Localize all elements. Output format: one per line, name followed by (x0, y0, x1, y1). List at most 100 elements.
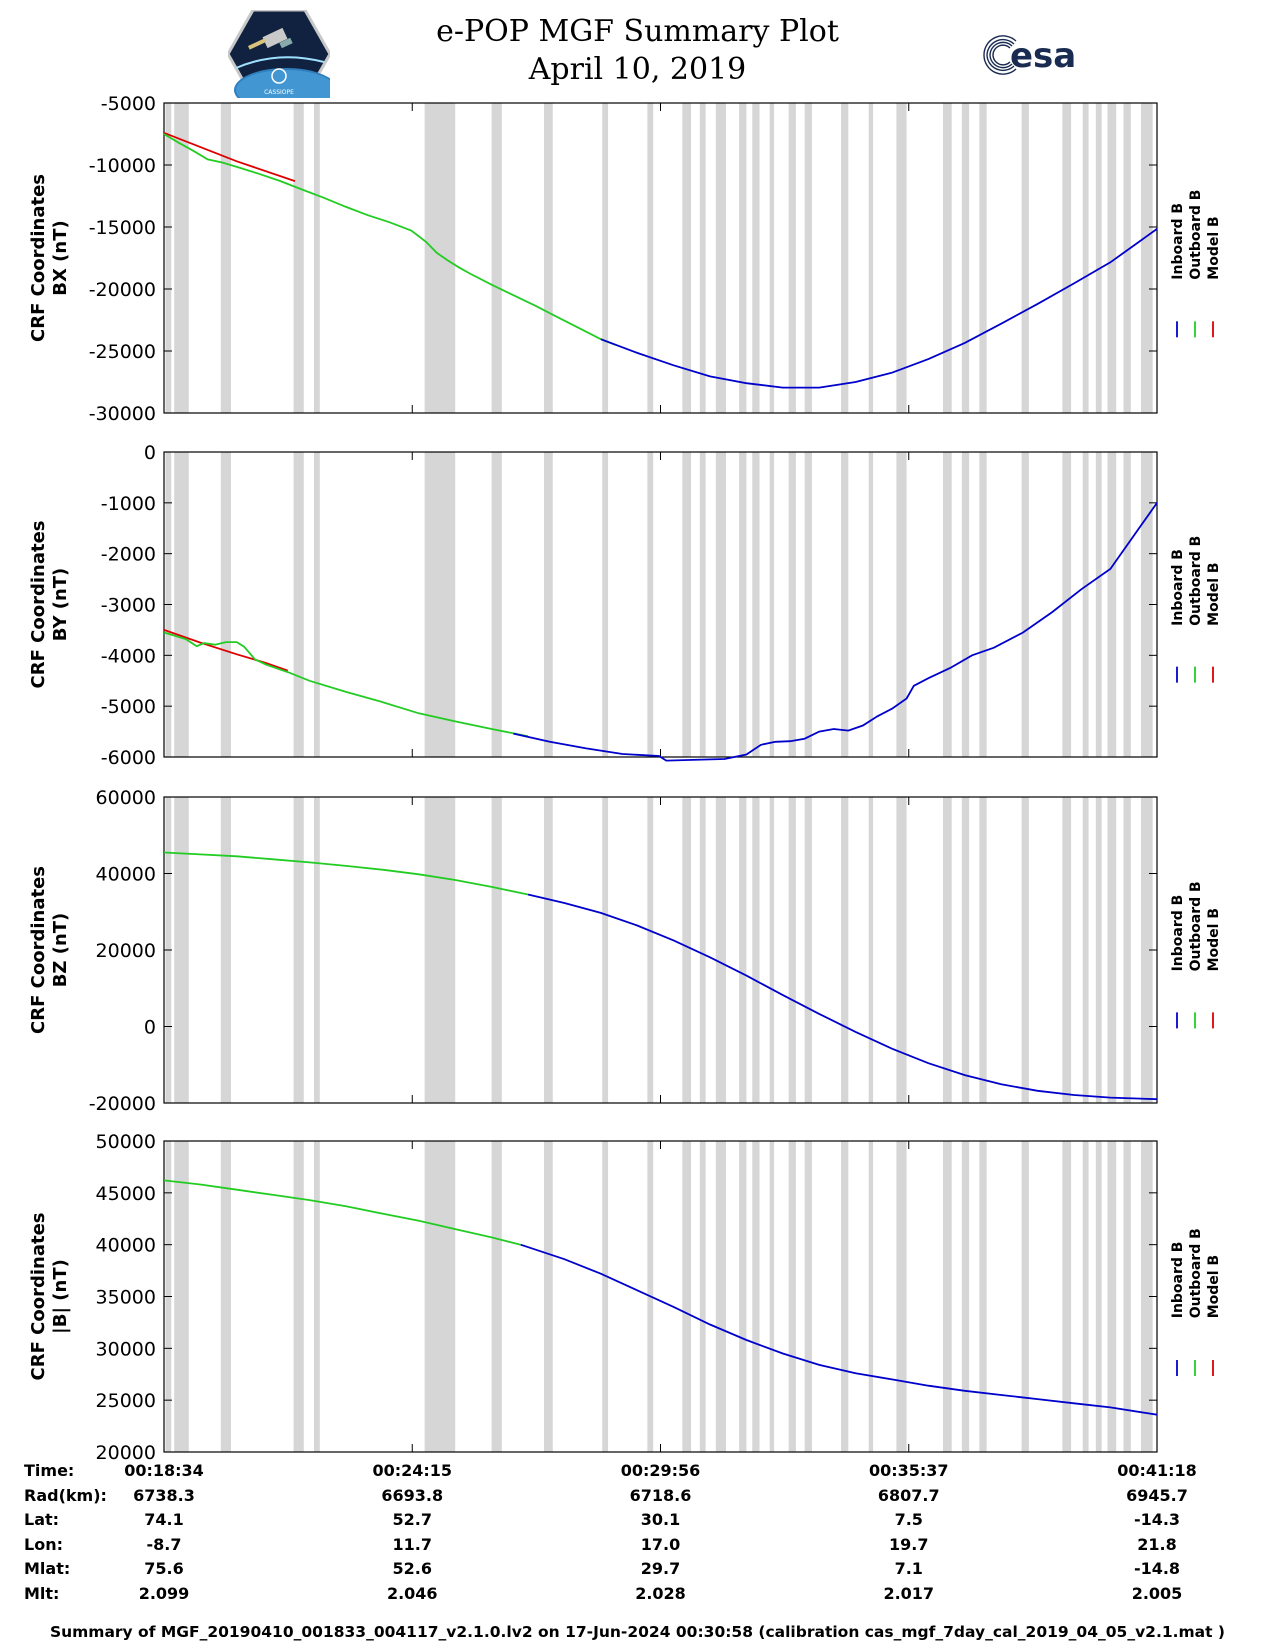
data-gap-band (1062, 1141, 1072, 1452)
svg-text:CASSIOPE: CASSIOPE (264, 89, 294, 96)
y-axis-label: CRF Coordinates (28, 1213, 49, 1381)
y-tick-label: -5000 (101, 93, 156, 115)
data-gap-band (544, 103, 553, 413)
stat-value: 2.005 (1131, 1584, 1183, 1603)
data-gap-band (979, 1141, 987, 1452)
data-gap-band (942, 103, 952, 413)
chart-panel-1: -5000 -10000 -15000 -20000 -25000 -30000 CRF C… (28, 93, 1222, 425)
data-gap-band (424, 797, 456, 1103)
data-gap-band (1123, 1141, 1131, 1452)
x-tick-label: 00:35:37 (868, 1461, 949, 1480)
data-gap-band (602, 797, 609, 1103)
stat-row-label: Lat: (24, 1510, 60, 1530)
data-gap-band (961, 1141, 970, 1452)
data-gap-band (739, 1141, 747, 1452)
stat-value: 2.046 (386, 1584, 438, 1603)
data-gap-band (804, 452, 812, 757)
legend-label: Model B (1206, 216, 1222, 279)
data-gap-band (1107, 797, 1117, 1103)
plot-frame (163, 796, 1158, 1104)
data-gap-band (961, 452, 970, 757)
y-tick-label: 50000 (96, 1131, 156, 1153)
stat-value: 6693.8 (381, 1485, 444, 1505)
chart-panel-3: 60000 40000 20000 0 -20000 CRF Coordinates BZ … (28, 787, 1222, 1115)
data-gap-band (961, 103, 970, 413)
data-gap-band (739, 797, 747, 1103)
y-tick-label: -20000 (89, 279, 156, 301)
data-gap-band (1021, 452, 1029, 757)
data-gap-band (293, 797, 304, 1103)
y-tick-label: 20000 (96, 940, 156, 962)
plot-frame (163, 451, 1158, 758)
data-gap-band (699, 103, 706, 413)
data-gap-band (1123, 452, 1131, 757)
data-gap-band (682, 452, 692, 757)
legend-label: Outboard B (1188, 1228, 1204, 1318)
data-gap-band (1082, 452, 1089, 757)
data-gap-band (1021, 797, 1029, 1103)
data-gap-band (174, 1141, 189, 1452)
data-gap-band (896, 1141, 907, 1452)
data-gap-band (220, 452, 231, 757)
y-tick-label: -4000 (101, 645, 156, 667)
data-gap-band (1082, 1141, 1089, 1452)
data-gap-band (788, 452, 796, 757)
data-gap-band (647, 797, 654, 1103)
data-gap-band (868, 1141, 874, 1452)
y-tick-label: -10000 (89, 155, 156, 177)
stat-value: 7.5 (894, 1510, 923, 1530)
data-gap-band (896, 797, 907, 1103)
data-gap-band (1123, 103, 1131, 413)
legend-label: Outboard B (1188, 190, 1204, 280)
stat-value: 7.1 (894, 1559, 923, 1579)
y-tick-label: 40000 (96, 1235, 156, 1257)
legend-label: Inboard B (1170, 895, 1186, 972)
y-tick-label: -15000 (89, 217, 156, 239)
series-line-inboard-b (600, 228, 1158, 389)
data-gap-band (1062, 103, 1072, 413)
y-axis-label: CRF Coordinates (28, 174, 49, 342)
data-gap-band (1095, 452, 1102, 757)
stat-value: 52.7 (392, 1510, 432, 1530)
data-gap-band (788, 797, 796, 1103)
stat-value: -14.8 (1133, 1559, 1181, 1579)
data-gap-band (1082, 797, 1089, 1103)
data-gap-band (313, 797, 320, 1103)
data-gap-band (682, 103, 692, 413)
data-gap-band (1140, 452, 1153, 757)
data-gap-band (752, 1141, 760, 1452)
data-gap-band (979, 103, 987, 413)
data-gap-band (220, 797, 231, 1103)
y-tick-label: 0 (144, 442, 156, 464)
stat-row-label: Mlt: (24, 1584, 60, 1603)
data-gap-band (841, 103, 849, 413)
stat-value: -8.7 (146, 1534, 182, 1554)
data-gap-band (1095, 1141, 1102, 1452)
y-tick-label: -6000 (101, 747, 156, 769)
data-gap-band (804, 1141, 812, 1452)
data-gap-band (544, 797, 553, 1103)
legend-label: Model B (1206, 1255, 1222, 1318)
data-gap-band (424, 103, 456, 413)
data-gap-band (715, 797, 727, 1103)
data-gap-band (868, 452, 874, 757)
y-tick-label: -5000 (101, 696, 156, 718)
data-gap-band (1140, 1141, 1153, 1452)
legend-label: Inboard B (1170, 549, 1186, 626)
data-gap-band (491, 103, 502, 413)
stat-value: 6945.7 (1126, 1485, 1188, 1505)
data-gap-band (1082, 103, 1089, 413)
data-gap-band (293, 103, 304, 413)
data-gap-band (769, 1141, 775, 1452)
data-gap-band (715, 452, 727, 757)
legend: Inboard B Outboard B Model B (1170, 190, 1222, 338)
data-gap-band (979, 797, 987, 1103)
series-line-outboard-b (163, 851, 529, 896)
legend-label: Inboard B (1170, 1242, 1186, 1319)
data-gap-band (682, 1141, 692, 1452)
legend-label: Model B (1206, 908, 1222, 971)
stat-value: 52.6 (392, 1559, 432, 1579)
legend-label: Inboard B (1170, 203, 1186, 280)
data-gap-band (602, 452, 609, 757)
